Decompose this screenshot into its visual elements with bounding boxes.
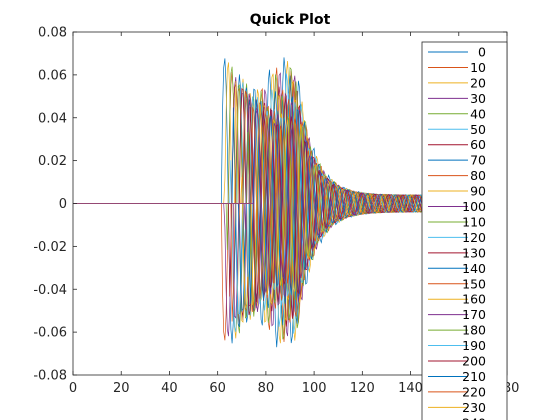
legend-label: 160: [462, 292, 486, 307]
legend-label: 130: [462, 245, 486, 260]
legend-label: 60: [470, 137, 486, 152]
x-tick-label: 40: [161, 381, 178, 396]
legend-label: 180: [462, 323, 486, 338]
legend-label: 220: [462, 384, 486, 399]
y-tick-label: -0.02: [33, 240, 67, 255]
legend-label: 190: [462, 338, 486, 353]
x-axis: 020406080100120140160180: [69, 32, 519, 396]
y-tick-label: 0.02: [38, 154, 67, 169]
y-axis: 0.08 0.06 0.04 0.02 0 -0.02 -0.04 -0.06 -0.08: [33, 26, 507, 384]
x-tick-label: 60: [209, 381, 226, 396]
legend-label: 150: [462, 276, 486, 291]
y-tick-label: 0.06: [38, 68, 67, 83]
x-tick-label: 120: [350, 381, 375, 396]
x-tick-label: 20: [113, 381, 130, 396]
legend-label: 100: [462, 199, 486, 214]
legend-label: 40: [470, 106, 486, 121]
legend-label: 210: [462, 369, 486, 384]
x-tick-label: 80: [258, 381, 275, 396]
legend-label: 230: [462, 400, 486, 415]
y-tick-label: -0.08: [33, 369, 67, 384]
y-tick-label: -0.04: [33, 283, 67, 298]
legend-label: 120: [462, 230, 486, 245]
legend[interactable]: 0102030405060708090100110120130140150160…: [421, 41, 508, 420]
y-tick-label: 0: [59, 197, 67, 212]
chart-title: Quick Plot: [250, 12, 331, 28]
legend-label: 90: [470, 184, 486, 199]
legend-label: 200: [462, 354, 486, 369]
legend-label: 50: [470, 122, 486, 137]
legend-label: 240: [462, 415, 486, 420]
legend-label: 70: [470, 153, 486, 168]
legend-label: 10: [470, 60, 486, 75]
legend-label: 30: [470, 91, 486, 106]
y-tick-label: -0.06: [33, 326, 67, 341]
legend-box: [421, 41, 508, 420]
legend-label: 170: [462, 307, 486, 322]
y-tick-label: 0.08: [38, 26, 67, 41]
legend-label: 80: [470, 168, 486, 183]
legend-label: 0: [478, 45, 486, 60]
legend-label: 20: [470, 75, 486, 90]
x-tick-label: 100: [302, 381, 327, 396]
legend-label: 110: [462, 214, 486, 229]
legend-label: 140: [462, 261, 486, 276]
y-tick-label: 0.04: [38, 111, 67, 126]
x-tick-label: 140: [398, 381, 423, 396]
x-tick-label: 0: [69, 381, 77, 396]
